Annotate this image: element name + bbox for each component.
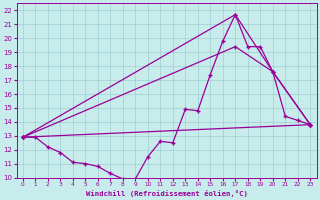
X-axis label: Windchill (Refroidissement éolien,°C): Windchill (Refroidissement éolien,°C) xyxy=(86,190,248,197)
